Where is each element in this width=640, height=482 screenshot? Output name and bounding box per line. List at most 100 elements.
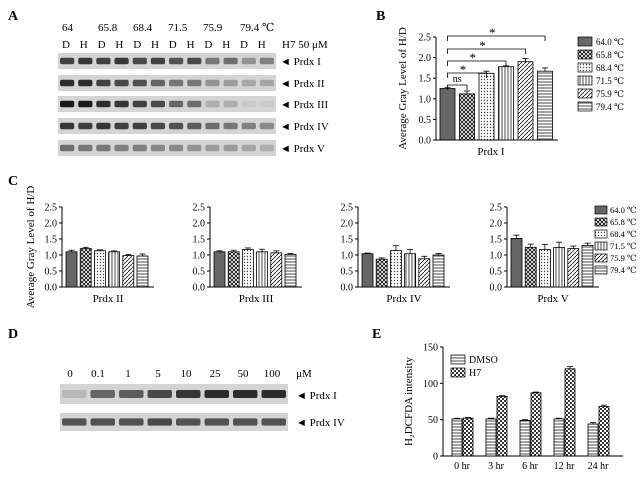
panel-c-letter: C <box>8 174 18 189</box>
panel-b-letter: B <box>376 9 385 24</box>
blot-d-1-band <box>62 390 87 398</box>
significance-bracket <box>447 48 526 54</box>
legend-swatch <box>450 367 466 378</box>
y-tick-label: 2.0 <box>45 219 58 230</box>
lane-label: D <box>169 39 177 51</box>
x-tick-label: 6 hr <box>522 461 539 472</box>
panel-c-subchart: 0.0 0.5 1.0 1.5 2.0 2.5 Prdx V <box>490 203 599 305</box>
concentration-label: 0.1 <box>91 368 105 380</box>
panel-d-letter: D <box>8 327 18 342</box>
blot-a-1-band <box>259 57 274 65</box>
bar <box>136 255 149 288</box>
legend-label: DMSO <box>469 355 498 366</box>
blot-a-3-band <box>205 100 220 108</box>
panel-c: C 0.0 0.5 1.0 1.5 2.0 2.5 Prdx II 0.0 0.5 1.0 1.5 2… <box>8 174 637 308</box>
y-tick-label: 0.0 <box>419 136 432 147</box>
y-tick-label: 0.5 <box>490 267 503 278</box>
group-label: Prdx II <box>93 293 124 305</box>
blot-d-1-band <box>233 390 258 398</box>
y-tick-label: 150 <box>423 343 438 354</box>
blot-a-1-band <box>241 57 256 65</box>
blot-d-1-band <box>176 390 201 398</box>
legend-swatch <box>577 49 593 60</box>
legend-label: 64.0 ℃ <box>610 205 637 215</box>
blot-a-4-band <box>169 122 184 130</box>
bar <box>122 255 135 288</box>
bar <box>375 258 388 288</box>
x-tick-label: 3 hr <box>488 461 505 472</box>
significance-bracket <box>447 84 468 90</box>
panel-c-subchart: 0.0 0.5 1.0 1.5 2.0 2.5 Prdx IV <box>341 203 450 305</box>
blot-a-1-bg <box>58 53 276 69</box>
bar <box>587 423 599 457</box>
panel-c-subchart: 0.0 0.5 1.0 1.5 2.0 2.5 Prdx III <box>193 203 302 305</box>
blot-a-1-band <box>150 57 165 65</box>
blot-a-2-bg <box>58 75 276 91</box>
bar <box>539 249 551 288</box>
panel-c-subchart: 0.0 0.5 1.0 1.5 2.0 2.5 Prdx II <box>45 203 154 305</box>
blot-a-2-band <box>259 79 274 87</box>
x-tick-label: 0 hr <box>454 461 471 472</box>
legend-label: 68.4 ℃ <box>610 229 637 239</box>
blot-a-5-band <box>205 144 220 152</box>
blot-label: ◄ Prdx IV <box>280 121 329 133</box>
significance-label: ns <box>453 74 462 85</box>
y-tick-label: 1.0 <box>341 251 354 262</box>
concentration-label: 1 <box>125 368 131 380</box>
legend-swatch <box>594 265 608 275</box>
blot-d-2-band <box>147 418 172 426</box>
y-tick-label: 0.0 <box>45 283 58 294</box>
bar <box>459 93 475 141</box>
bar <box>517 61 534 141</box>
y-tick-label: 0.5 <box>341 267 354 278</box>
bar <box>213 251 226 288</box>
y-tick-label: 100 <box>423 379 438 390</box>
blot-a-5-band <box>169 144 184 152</box>
blot-a-3-band <box>96 100 111 108</box>
lane-label: H <box>151 39 159 51</box>
blot-a-4-band <box>259 122 274 130</box>
y-tick-label: 0.5 <box>193 267 206 278</box>
blot-a-3-band <box>78 100 93 108</box>
bar <box>418 258 431 288</box>
legend-label: 65.8 ℃ <box>610 217 637 227</box>
y-axis-label: H₂DCFDA intensity <box>403 356 415 446</box>
legend-swatch <box>450 354 466 365</box>
blot-a-3-bg <box>58 96 276 112</box>
panel-e: E 0 50 100 150 0 hr 3 hr 6 hr 12 hr 24 hr H₂DCFDA… <box>372 327 623 472</box>
y-tick-label: 2.0 <box>341 219 354 230</box>
bar <box>553 418 565 457</box>
concentration-label: 50 <box>238 368 250 380</box>
y-tick-label: 1.5 <box>45 235 58 246</box>
bar <box>519 419 531 457</box>
blot-a-3-band <box>150 100 165 108</box>
blot-a-5-band <box>114 144 129 152</box>
bar <box>439 88 456 141</box>
y-tick-label: 2.5 <box>45 203 58 214</box>
blot-a-1-band <box>169 57 184 65</box>
blot-label: ◄ Prdx I <box>280 56 321 68</box>
y-tick-label: 1.0 <box>490 251 503 262</box>
blot-a-2-band <box>205 79 220 87</box>
y-tick-label: 2.0 <box>490 219 503 230</box>
bar <box>451 418 463 457</box>
bar <box>108 251 120 288</box>
blot-label: ◄ Prdx I <box>296 390 337 402</box>
y-tick-label: 2.5 <box>490 203 503 214</box>
bar <box>598 406 610 457</box>
concentration-label: 10 <box>181 368 193 380</box>
blot-d-1-band <box>119 390 144 398</box>
blot-label: ◄ Prdx III <box>280 99 328 111</box>
panel-a-treatment-label: H7 50 μM <box>282 39 328 51</box>
blot-a-4-band <box>78 122 93 130</box>
panel-a-blots: ◄ Prdx I ◄ Prdx II ◄ Prdx III ◄ Prdx IV ◄ Pr… <box>58 53 329 156</box>
blot-a-2-band <box>150 79 165 87</box>
x-tick-label: 24 hr <box>588 461 610 472</box>
panel-a-letter: A <box>8 9 19 24</box>
blot-a-3-band <box>187 100 202 108</box>
bar <box>361 253 374 288</box>
blot-d-2-band <box>176 418 201 426</box>
legend-label: 75.9 ℃ <box>596 89 624 99</box>
temperature-label: 64 <box>62 22 74 34</box>
group-label: Prdx V <box>537 293 568 305</box>
